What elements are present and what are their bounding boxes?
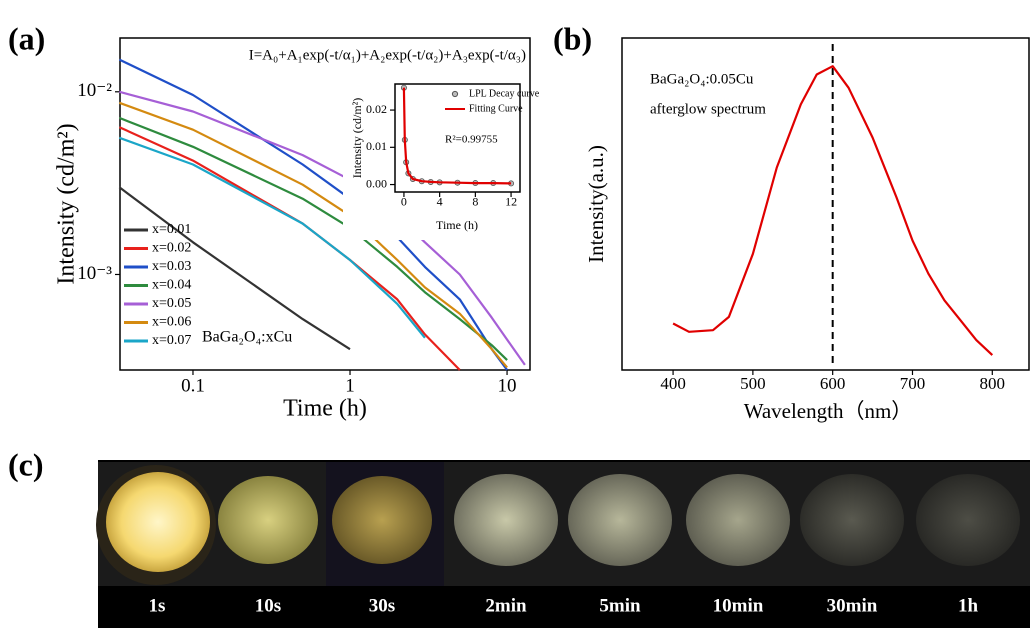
legend-label: x=0.02	[152, 241, 191, 256]
legend-label: x=0.05	[152, 296, 191, 311]
chart: 400 500 600 700 800 Wavelength（nm） Intensity(a…	[584, 37, 1030, 423]
x-tick-label: 12	[505, 195, 517, 209]
x-tick-label: 400	[660, 374, 686, 393]
x-tick-label: 800	[980, 374, 1006, 393]
panel-label: (b)	[553, 20, 592, 56]
data-line	[118, 186, 351, 351]
y-axis-label: Intensity (cd/m²)	[350, 98, 364, 179]
legend-label: x=0.07	[152, 333, 191, 348]
photo-caption: 1s	[149, 595, 166, 616]
x-tick-label: 10	[498, 375, 517, 396]
x-axis-label: Wavelength（nm）	[744, 399, 913, 423]
legend-label: x=0.01	[152, 222, 191, 237]
x-tick-label: 700	[900, 374, 926, 393]
inset-background	[343, 76, 527, 240]
x-axis-label: Time (h)	[283, 396, 367, 422]
photo-caption: 10min	[713, 595, 764, 616]
annotation: R²=0.99755	[445, 134, 498, 146]
x-axis-label: Time (h)	[436, 218, 478, 232]
y-tick-label: 10⁻³	[77, 263, 112, 284]
y-tick-label: 0.01	[366, 139, 387, 153]
annotation: afterglow spectrum	[650, 101, 766, 117]
panel-label: (c)	[8, 446, 44, 482]
x-tick-label: 0	[401, 195, 407, 209]
photo-strip	[96, 460, 1030, 628]
legend-label: x=0.03	[152, 259, 191, 274]
photo-caption: 30s	[369, 595, 395, 616]
chart: 0.1 1 10 10⁻³ 10⁻² Time (h) Intensity (cd/m²) x…	[54, 37, 531, 422]
legend-label: LPL Decay curve	[469, 88, 540, 99]
data-line	[672, 65, 994, 356]
x-tick-label: 4	[437, 195, 443, 209]
annotation: I=A₀+A₁exp(-t/α₁)+A₂exp(-t/α₂)+A₃exp(-t/…	[249, 47, 526, 63]
photo-caption: 2min	[485, 595, 527, 616]
photo-caption: 10s	[255, 595, 281, 616]
x-tick-label: 0.1	[181, 375, 205, 396]
x-tick-label: 500	[740, 374, 766, 393]
panel-label: (a)	[8, 20, 45, 56]
data-line	[119, 101, 508, 369]
plot-frame	[621, 37, 1030, 371]
x-tick-label: 600	[820, 374, 846, 393]
chart: 0 4 8 12 0.00 0.01 0.02 Time (h) Intensity (cd/m…	[343, 76, 540, 240]
legend-label: x=0.04	[152, 278, 191, 293]
annotation: BaGa₂O₄:xCu	[202, 329, 292, 346]
y-tick-label: 0.02	[366, 102, 387, 116]
x-tick-label: 8	[472, 195, 478, 209]
x-tick-label: 1	[345, 375, 355, 396]
plot-frame	[394, 83, 521, 193]
legend-swatch	[451, 90, 459, 98]
data-line	[402, 87, 512, 185]
legend-label: x=0.06	[152, 315, 191, 330]
annotation: BaGa₂O₄:0.05Cu	[650, 71, 754, 87]
legend-label: Fitting Curve	[469, 103, 523, 114]
y-tick-label: 0.00	[366, 176, 387, 190]
y-axis-label: Intensity(a.u.)	[584, 145, 608, 263]
photo-caption: 5min	[599, 595, 641, 616]
data-line	[119, 136, 426, 339]
y-tick-label: 10⁻²	[77, 80, 112, 101]
photo-caption: 1h	[958, 595, 979, 616]
plot-frame	[119, 37, 531, 371]
y-axis-label: Intensity (cd/m²)	[54, 123, 80, 284]
photo-caption: 30min	[827, 595, 878, 616]
